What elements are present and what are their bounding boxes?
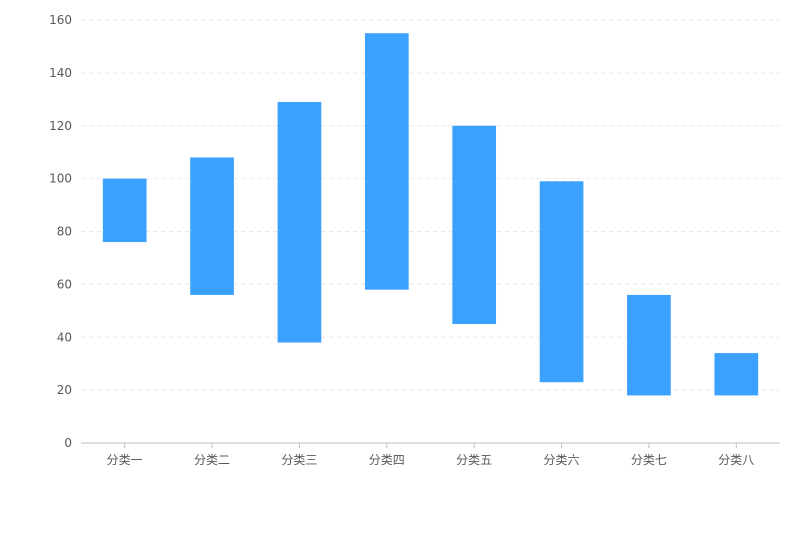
y-tick-label: 160 xyxy=(49,13,72,27)
bar[interactable] xyxy=(714,353,759,396)
bar[interactable] xyxy=(364,33,409,290)
x-category-label: 分类七 xyxy=(631,453,667,467)
gridlines xyxy=(81,19,780,391)
x-axis: 分类一 分类二 分类三 分类四 分类五 分类六 分类七 分类八 xyxy=(81,442,780,467)
y-tick-label: 0 xyxy=(64,436,72,450)
y-tick-label: 20 xyxy=(57,383,72,397)
bars xyxy=(102,33,759,396)
bar[interactable] xyxy=(277,101,322,343)
y-tick-label: 140 xyxy=(49,66,72,80)
bar[interactable] xyxy=(190,157,234,295)
y-tick-label: 80 xyxy=(57,225,72,239)
y-tick-label: 40 xyxy=(57,330,72,344)
x-category-label: 分类六 xyxy=(544,453,580,467)
y-tick-label: 60 xyxy=(57,277,72,291)
y-tick-label: 100 xyxy=(49,172,72,186)
x-category-label: 分类八 xyxy=(718,453,754,467)
x-category-label: 分类四 xyxy=(369,453,405,467)
y-tick-label: 120 xyxy=(49,119,72,133)
x-category-label: 分类三 xyxy=(281,453,317,467)
bar[interactable] xyxy=(452,125,497,325)
bar[interactable] xyxy=(539,181,584,383)
y-axis-ticks: 0 20 40 60 80 100 120 140 160 xyxy=(49,13,72,450)
bar[interactable] xyxy=(102,178,147,243)
x-category-label: 分类五 xyxy=(456,453,492,467)
x-category-label: 分类一 xyxy=(107,453,143,467)
x-category-label: 分类二 xyxy=(194,453,230,467)
bar[interactable] xyxy=(627,294,671,396)
